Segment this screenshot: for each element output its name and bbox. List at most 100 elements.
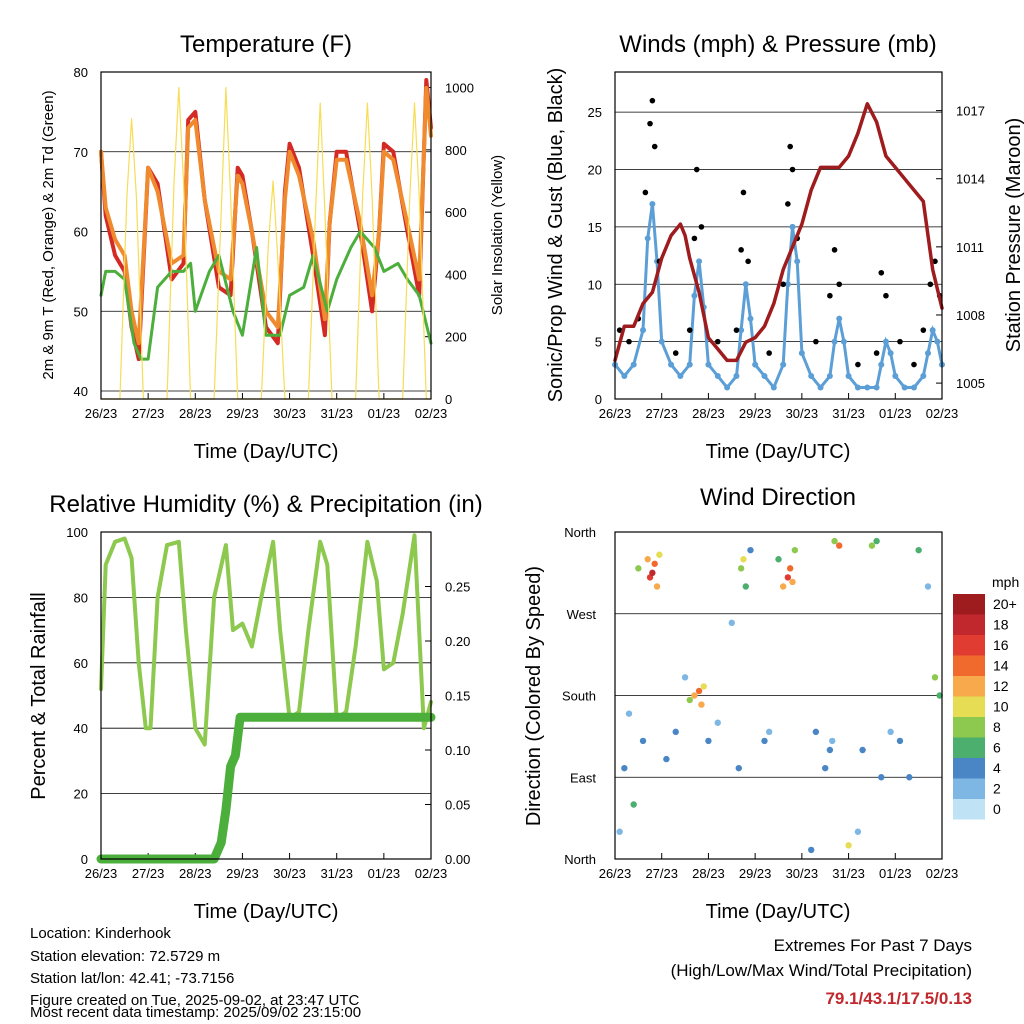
y-right-tick-label: 0.10 [445, 743, 470, 758]
legend-swatch [953, 778, 985, 799]
gust-point [733, 327, 740, 333]
x-tick-label: 26/23 [599, 406, 632, 421]
direction-point [775, 556, 782, 563]
y-right-tick-label: 0.15 [445, 689, 470, 704]
direction-point [630, 801, 637, 808]
gust-point [878, 269, 885, 276]
station-info: Location: Kinderhook Station elevation: … [30, 925, 361, 1021]
y-right-tick-label: 200 [445, 330, 467, 345]
gust-point [932, 258, 938, 265]
x-tick-label: 01/23 [368, 866, 401, 881]
gust-point [745, 258, 751, 265]
y-tick-label: 50 [74, 304, 88, 319]
info-location: Location: Kinderhook [30, 925, 171, 942]
direction-point [653, 583, 661, 590]
direction-point [765, 728, 773, 736]
humidity-title: Relative Humidity (%) & Precipitation (i… [49, 491, 482, 518]
direction-point [887, 728, 894, 736]
legend-swatch [953, 758, 985, 779]
y-tick-label: 80 [74, 65, 88, 80]
y-tick-label: 0 [81, 852, 88, 867]
direction-point [663, 755, 670, 763]
temperature-plot: 26/23 27/23 28/23 29/23 30/23 31/23 01/23 02/23… [74, 65, 474, 421]
temperature-panel: Temperature (F) 26/23 27/23 28/23 29/23 30/2… [40, 31, 506, 463]
x-tick-label: 29/23 [739, 406, 772, 421]
temperature-xlabel: Time (Day/UTC) [194, 441, 339, 463]
direction-point [936, 692, 943, 699]
x-tick-label: 31/23 [832, 406, 865, 421]
temperature-title: Temperature (F) [180, 31, 352, 58]
direction-point [740, 556, 747, 563]
x-tick-label: 27/23 [132, 406, 165, 421]
direction-point [747, 546, 754, 554]
direction-point [735, 764, 742, 772]
humidity-ylabel: Percent & Total Rainfall [28, 592, 50, 800]
gust-point [626, 338, 632, 345]
x-tick-label: 30/23 [273, 406, 306, 421]
gust-point [698, 224, 705, 230]
y-right-tick-label: 0.00 [445, 852, 470, 867]
gust-point [740, 189, 747, 196]
y-right-tick-label: 1017 [956, 104, 985, 119]
direction-point [616, 828, 623, 835]
x-tick-label: 27/23 [645, 406, 678, 421]
extremes-heading: Extremes For Past 7 Days [774, 936, 972, 955]
y-right-tick-label: 1005 [956, 376, 985, 391]
gust-point [651, 143, 658, 150]
x-tick-label: 28/23 [179, 406, 212, 421]
x-tick-label: 30/23 [786, 406, 819, 421]
direction-point [873, 537, 880, 545]
y-tick-label: 10 [588, 277, 602, 292]
legend-swatch [953, 676, 985, 697]
gust-point [911, 361, 917, 368]
gust-point [883, 292, 889, 299]
direction-title: Wind Direction [700, 484, 856, 511]
relative-humidity-line [99, 533, 433, 747]
x-tick-label: 28/23 [692, 406, 725, 421]
x-tick-label: 27/23 [132, 866, 165, 881]
direction-point [625, 710, 633, 717]
winds-title: Winds (mph) & Pressure (mb) [619, 31, 936, 58]
extremes-values: 79.1/43.1/17.5/0.13 [825, 989, 972, 1008]
gust-point [787, 143, 793, 150]
direction-plot: 26/23 27/23 28/23 29/23 30/23 31/23 01/23 02/23… [562, 525, 958, 881]
direction-point [896, 737, 904, 745]
legend-label: 0 [993, 801, 1001, 817]
direction-point [826, 746, 834, 754]
wind-line [613, 203, 944, 391]
direction-point [621, 764, 628, 772]
y-right-tick-label: 0.20 [445, 634, 470, 649]
gust-point [642, 189, 649, 196]
gust-point [920, 327, 927, 333]
y-tick-label: 60 [74, 656, 88, 671]
x-tick-label: 01/23 [368, 406, 401, 421]
x-tick-label: 30/23 [786, 866, 819, 881]
y-right-tick-label: 1008 [956, 308, 985, 323]
direction-point [705, 737, 712, 745]
direction-point [868, 542, 876, 549]
legend-title: mph [992, 574, 1019, 590]
9m-t-line [99, 86, 433, 346]
direction-panel: Wind Direction 26/23 27/23 28/23 29/23 30/23… [523, 484, 1019, 923]
y-tick-label: North [564, 852, 596, 867]
gust-point [831, 247, 838, 253]
direction-point [791, 546, 799, 554]
y-right-tick-label: 1000 [445, 81, 474, 96]
direction-point [728, 619, 735, 627]
y-tick-label: 0 [595, 392, 602, 407]
gust-point [813, 338, 819, 345]
legend-label: 10 [993, 699, 1009, 715]
direction-point [656, 551, 663, 558]
legend-label: 20+ [993, 596, 1017, 612]
direction-point [831, 537, 838, 545]
direction-point [644, 556, 651, 563]
direction-point [931, 674, 939, 681]
winds-plot: 26/23 27/23 28/23 29/23 30/23 31/23 01/23 02/23… [588, 97, 985, 421]
x-tick-label: 28/23 [179, 866, 212, 881]
gust-point [672, 350, 679, 356]
direction-point [639, 737, 647, 745]
winds-ylabel: Sonic/Prop Wind & Gust (Blue, Black) [545, 68, 567, 403]
direction-point [822, 764, 829, 772]
legend-label: 2 [993, 781, 1001, 797]
direction-xlabel: Time (Day/UTC) [706, 901, 851, 923]
